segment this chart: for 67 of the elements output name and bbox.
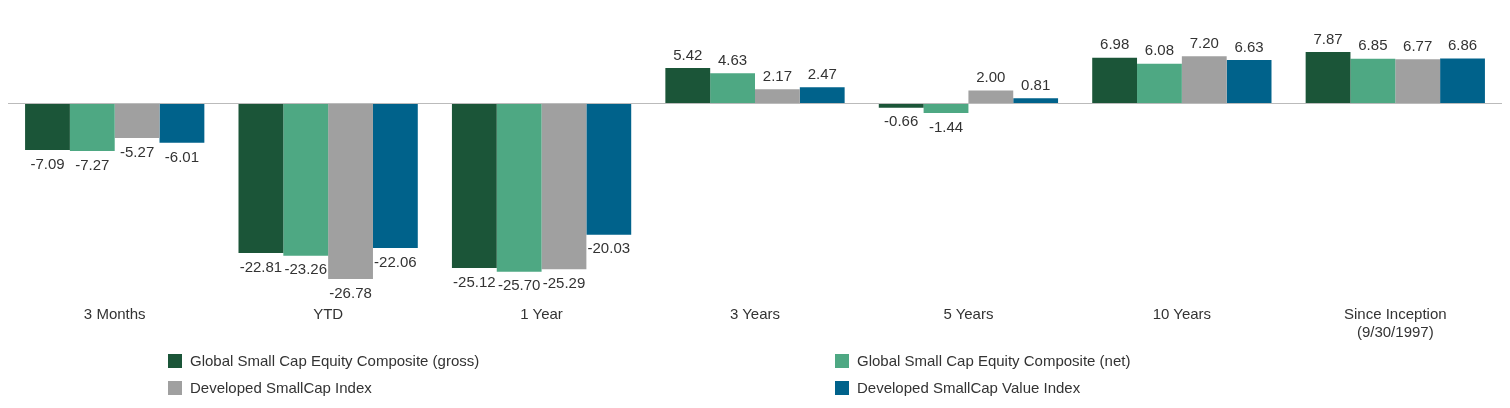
data-label: -22.06: [374, 252, 417, 270]
bar: [372, 103, 418, 248]
bar: [1013, 98, 1059, 104]
data-label: 2.17: [762, 66, 793, 84]
data-label: -25.70: [497, 276, 541, 294]
bar: [328, 103, 373, 279]
data-label: 0.81: [1021, 75, 1051, 93]
bar: [968, 90, 1014, 104]
bar: [451, 103, 497, 269]
x-tick-label: Since Inception (9/30/1997): [1344, 305, 1447, 341]
bar: [1395, 59, 1441, 104]
data-label: 6.77: [1403, 36, 1433, 54]
data-label: -5.27: [120, 142, 155, 160]
x-tick-label: 10 Years: [1152, 305, 1212, 323]
legend-label: Developed SmallCap Index: [190, 379, 372, 396]
x-tick-label: 5 Years: [943, 305, 994, 323]
data-label: -6.01: [164, 147, 200, 165]
bar: [1181, 56, 1227, 104]
data-label: 5.42: [673, 45, 703, 63]
x-tick-label: YTD: [313, 305, 344, 323]
legend-label: Global Small Cap Equity Composite (net): [857, 352, 1131, 369]
bar: [69, 103, 115, 152]
bar: [923, 103, 969, 113]
bar: [799, 87, 845, 104]
data-label: -1.44: [928, 117, 964, 135]
bar: [878, 103, 924, 108]
bar: [1350, 58, 1396, 104]
data-label: -0.66: [884, 112, 919, 130]
data-label: 2.47: [807, 64, 837, 82]
bar: [1226, 60, 1272, 104]
bar: [541, 103, 587, 270]
legend-label: Global Small Cap Equity Composite (gross): [190, 352, 480, 369]
data-label: 4.63: [717, 50, 748, 68]
bar: [586, 103, 632, 235]
data-label: -26.78: [329, 283, 372, 301]
bar: [1305, 51, 1351, 104]
data-label: -20.03: [587, 239, 631, 257]
data-label: 2.00: [976, 68, 1006, 86]
x-tick-label: 3 Years: [729, 305, 781, 323]
data-label: 6.63: [1234, 37, 1264, 55]
data-label: -23.26: [284, 260, 328, 278]
bar: [710, 73, 755, 104]
data-label: -7.27: [75, 155, 110, 173]
data-label: -25.12: [453, 272, 496, 290]
bar: [665, 68, 711, 104]
bar: [1440, 58, 1485, 104]
bar: [283, 103, 329, 256]
bar: [1092, 57, 1138, 104]
data-label: 6.86: [1447, 36, 1478, 54]
bar: [496, 103, 542, 272]
bar: [159, 103, 205, 143]
legend-label: Developed SmallCap Value Index: [857, 379, 1081, 396]
x-tick-label: 1 Year: [520, 305, 563, 323]
bar: [238, 103, 284, 253]
bar: [1137, 63, 1182, 104]
data-label: -25.29: [542, 273, 586, 291]
data-label: -7.09: [30, 154, 65, 172]
data-label: -22.81: [239, 257, 283, 275]
data-label: 6.85: [1358, 36, 1388, 54]
bar: [114, 103, 160, 139]
data-label: 6.98: [1100, 35, 1130, 53]
x-tick-label: 3 Months: [83, 305, 146, 323]
bar: [25, 103, 70, 150]
data-label: 7.87: [1313, 29, 1343, 47]
data-label: 7.20: [1189, 33, 1219, 51]
data-label: 6.08: [1144, 41, 1175, 59]
bar: [755, 89, 800, 104]
